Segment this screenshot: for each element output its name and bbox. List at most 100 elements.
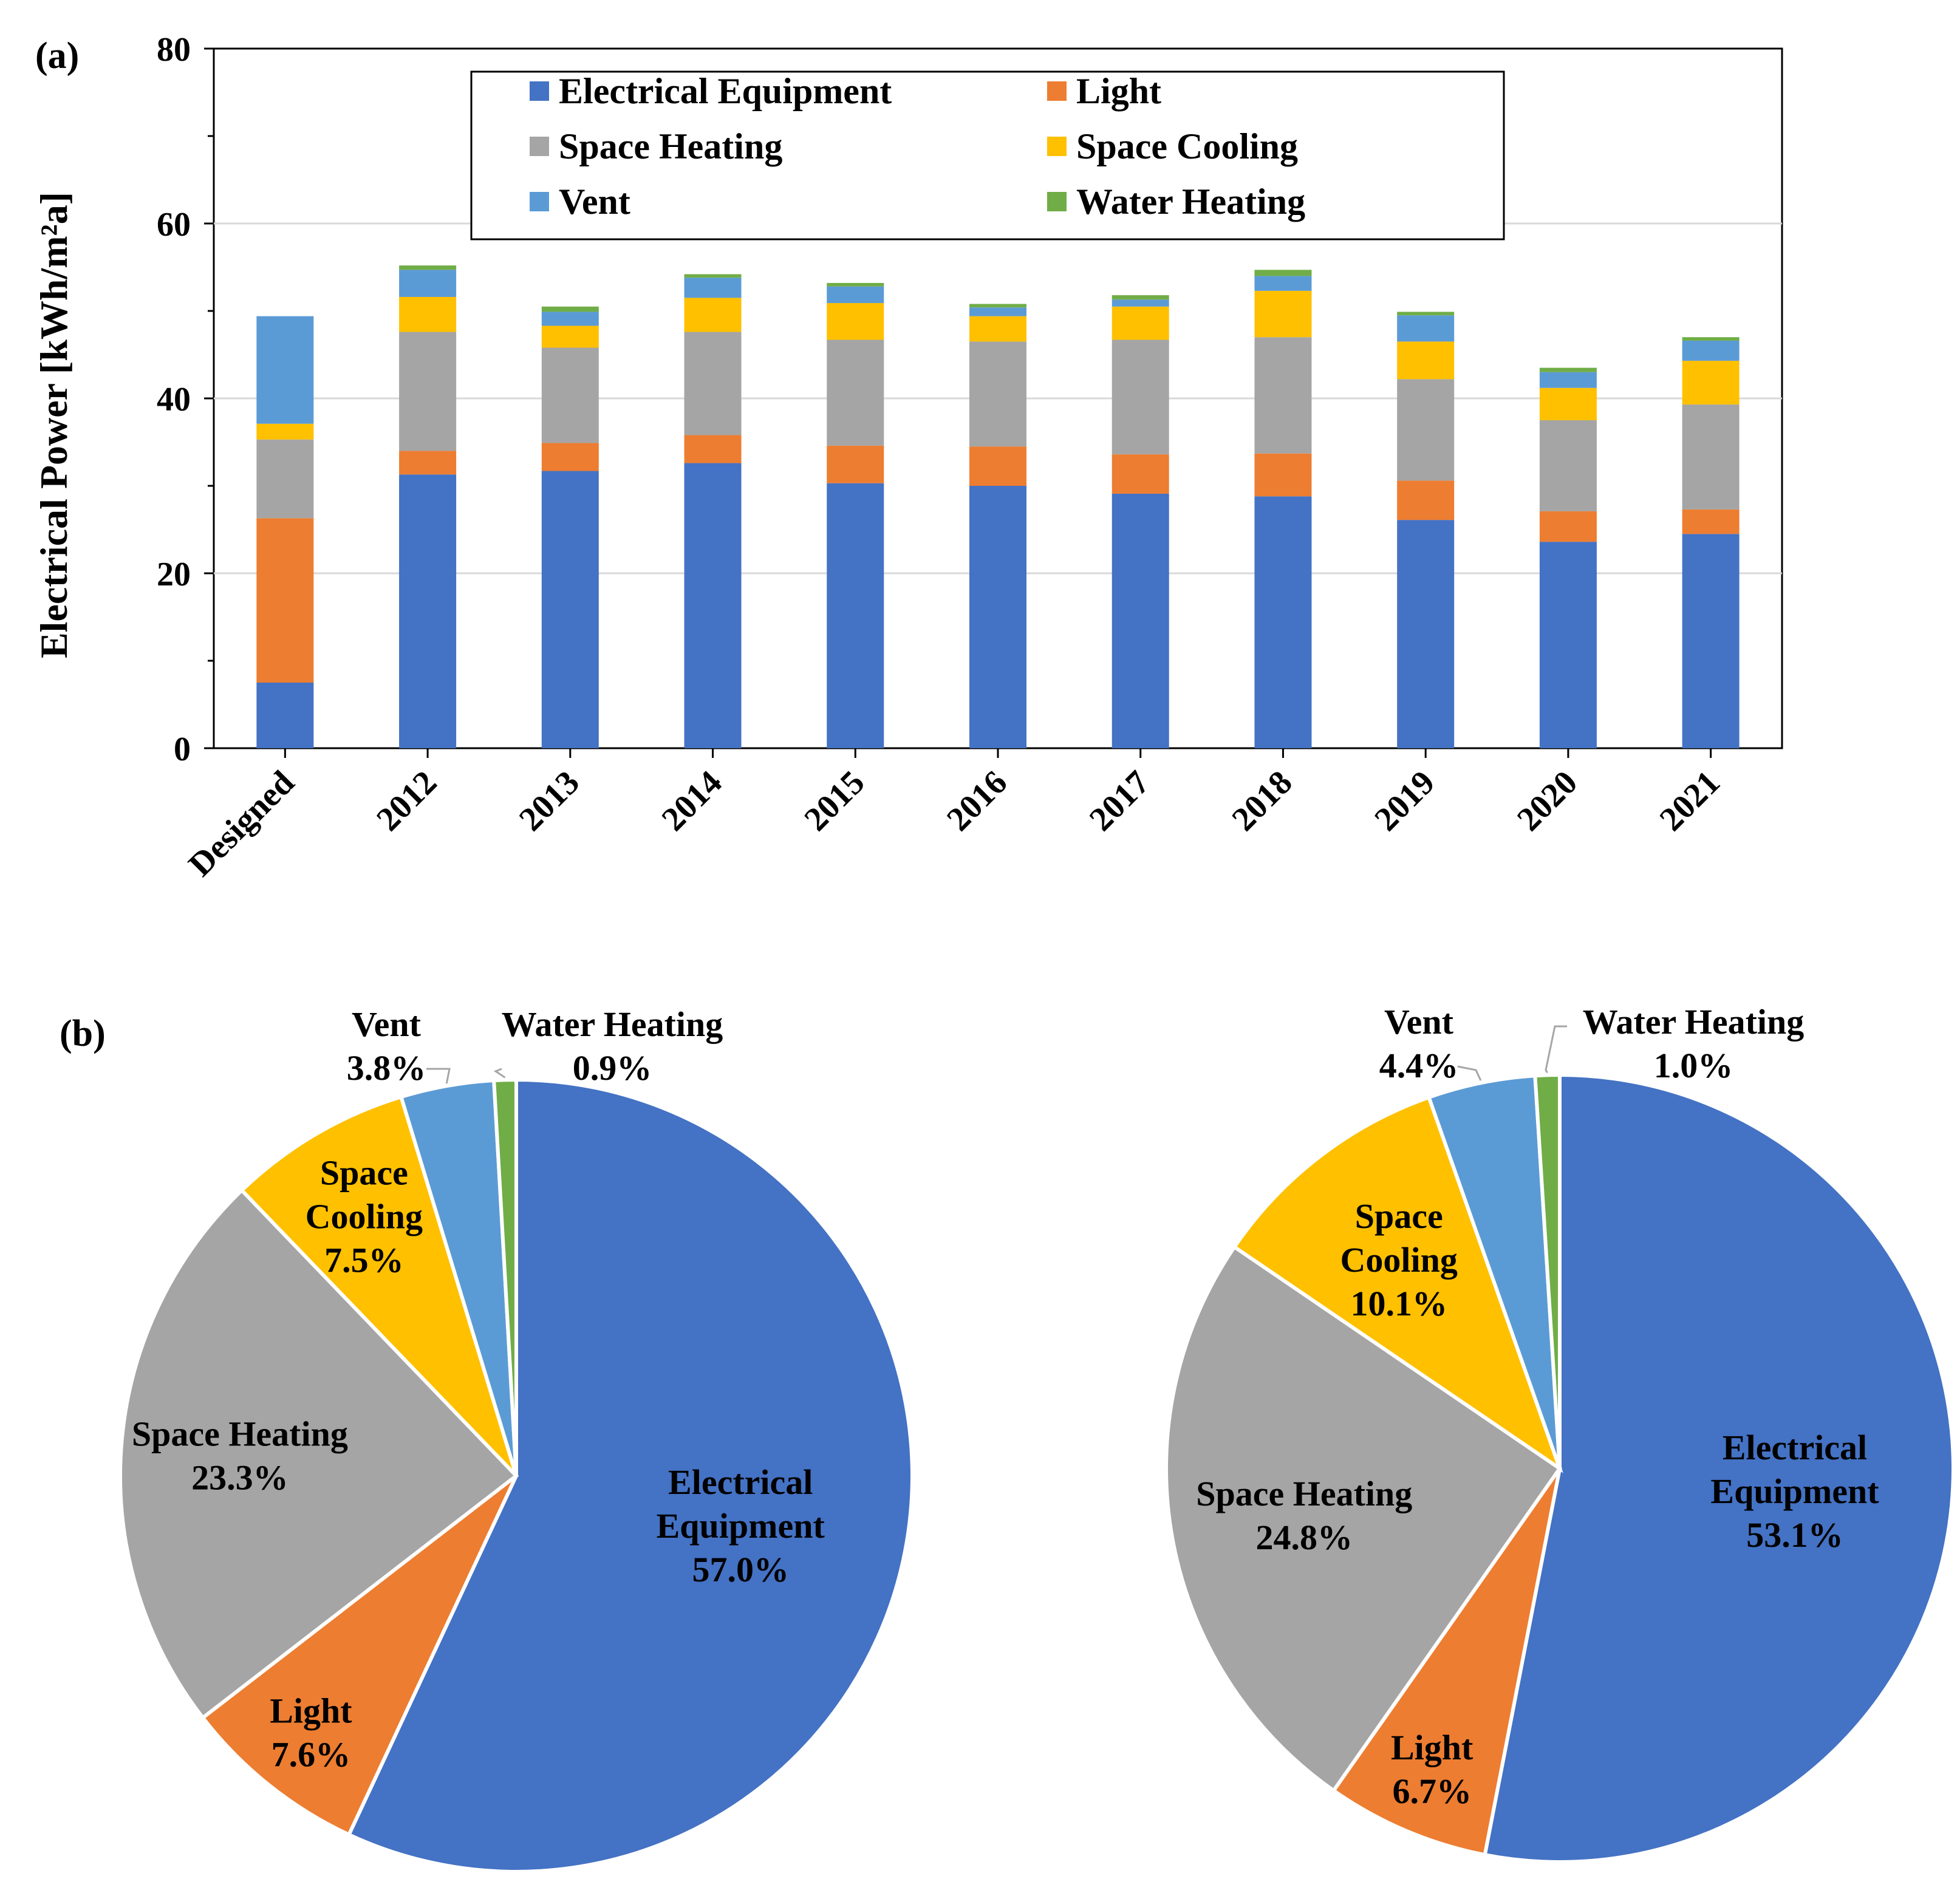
y-tick-label-80: 80 [157, 31, 191, 69]
bar-2018-space-cooling [1254, 290, 1312, 338]
y-tick-label-40: 40 [157, 381, 191, 418]
bar-2012-space-cooling [399, 296, 457, 332]
pie-leader-water-heating [493, 1068, 506, 1079]
pie-leader-vent [1457, 1065, 1482, 1081]
pie-slice-light [1331, 1467, 1562, 1857]
bar-2018-light [1254, 453, 1312, 497]
stacked-bar-chart: (a) 0 20 40 60 80 Designed 2012 2013 2014 2015 20… [32, 31, 1783, 884]
legend-box [470, 70, 1505, 240]
pie-label-vent-pct: 4.4% [1379, 1046, 1459, 1085]
bar-2019-light [1397, 480, 1455, 520]
x-tick-label-2013: 2013 [512, 763, 587, 838]
pie-label-space-cooling-pct: 10.1% [1350, 1284, 1447, 1323]
bar-2020-light [1539, 511, 1597, 542]
bar-2013-vent [541, 312, 599, 326]
legend-label-electrical-equipment: Electrical Equipment [559, 71, 892, 111]
bar-2016-space-heating [969, 341, 1026, 447]
bar-2018-vent [1254, 276, 1312, 291]
bar-2017-light [1111, 454, 1169, 494]
bar-2020-space-cooling [1539, 387, 1597, 420]
x-tick-label-2019: 2019 [1367, 763, 1442, 838]
bar-2013-space-heating [541, 347, 599, 443]
legend-label-light: Light [1076, 71, 1161, 111]
bar-2017-vent [1111, 299, 1169, 307]
x-tick-label-2014: 2014 [655, 763, 729, 838]
pie-label-space-heating-name: Space Heating [1196, 1474, 1412, 1513]
x-tick-label-2016: 2016 [940, 763, 1014, 838]
panel-label-a: (a) [35, 35, 79, 77]
bar-2018-electrical-equipment [1254, 496, 1312, 748]
y-tick-label-20: 20 [157, 556, 191, 593]
bar-2021-electrical-equipment [1682, 534, 1740, 748]
legend-label-space-cooling: Space Cooling [1076, 126, 1298, 166]
x-tick-label-2020: 2020 [1510, 763, 1585, 838]
pie-slice-electrical-equipment [346, 1077, 914, 1874]
bar-2021-water-heating [1682, 337, 1740, 341]
legend-swatch-water-heating [1047, 192, 1067, 211]
pie-slice-water-heating [1533, 1072, 1562, 1469]
pie-slice-space-heating [118, 1187, 519, 1720]
bar-2017-space-cooling [1111, 306, 1169, 340]
y-tick-label-0: 0 [174, 731, 191, 768]
bar-2020-space-heating [1539, 420, 1597, 511]
pie-label-light-pct: 6.7% [1392, 1772, 1472, 1811]
bar-2013-light [541, 443, 599, 471]
bar-2012-space-heating [399, 332, 457, 451]
bar-2019-electrical-equipment [1397, 520, 1455, 748]
pie-slice-water-heating [492, 1077, 518, 1476]
bar-2015-water-heating [827, 282, 884, 287]
bar-2017-electrical-equipment [1111, 493, 1169, 748]
bar-2017-space-heating [1111, 339, 1169, 455]
bar-2016-water-heating [969, 304, 1026, 308]
y-axis-ticks: 0 20 40 60 80 [157, 31, 214, 768]
pie-label-space-heating-pct: 24.8% [1256, 1518, 1353, 1557]
bar-2012-water-heating [399, 265, 457, 270]
bar-2019-water-heating [1397, 312, 1455, 316]
bar-2019-space-cooling [1397, 341, 1455, 380]
pie-label-space-cooling-pct: 7.5% [324, 1241, 404, 1280]
pie-label-light-name: Light [270, 1691, 352, 1731]
pie-label-space-cooling-name: Cooling [306, 1197, 423, 1236]
pie-slice-space-heating [1164, 1244, 1563, 1793]
pie-label-space-heating-name: Space Heating [132, 1414, 348, 1453]
pie-label-electrical-equipment-name: Electrical [1723, 1428, 1867, 1467]
bar-2014-light [684, 435, 742, 463]
bar-2015-vent [827, 286, 884, 304]
legend-swatch-vent [530, 192, 549, 211]
legend-swatch-electrical-equipment [530, 81, 549, 101]
bars [256, 265, 1740, 748]
bar-2012-electrical-equipment [399, 474, 457, 748]
x-tick-label-2017: 2017 [1082, 763, 1157, 838]
bar-2016-electrical-equipment [969, 486, 1026, 748]
pie-label-space-cooling-name: Space [320, 1153, 408, 1193]
bar-designed-space-heating [256, 439, 314, 519]
bar-2014-water-heating [684, 274, 742, 278]
bar-designed-light [256, 518, 314, 683]
bar-2021-vent [1682, 340, 1740, 361]
pie-slice-light [200, 1474, 518, 1837]
pie-leader-water-heating [1545, 1025, 1567, 1074]
legend-label-space-heating: Space Heating [559, 126, 782, 166]
legend: Electrical Equipment Light Space Heating Sp… [470, 70, 1505, 240]
bar-2021-space-heating [1682, 404, 1740, 510]
pie-label-light-name: Light [1391, 1728, 1473, 1767]
pie-charts: (b) ElectricalEquipment57.0%Light7.6%Spa… [60, 1002, 1956, 1874]
legend-swatch-space-heating [530, 137, 549, 156]
bar-2020-electrical-equipment [1539, 542, 1597, 748]
pie-label-light-pct: 7.6% [271, 1735, 351, 1775]
pie-label-water-heating-pct: 0.9% [573, 1048, 652, 1088]
bar-2014-vent [684, 278, 742, 298]
pie-label-vent-pct: 3.8% [347, 1048, 426, 1088]
pie-label-electrical-equipment-pct: 53.1% [1746, 1515, 1843, 1555]
bar-designed-vent [256, 316, 314, 424]
legend-label-water-heating: Water Heating [1076, 182, 1305, 222]
bar-2016-space-cooling [969, 316, 1026, 342]
x-tick-label-2021: 2021 [1653, 763, 1727, 838]
x-tick-label-2018: 2018 [1225, 763, 1300, 838]
pie-label-electrical-equipment-name: Equipment [1710, 1471, 1879, 1511]
bar-2014-electrical-equipment [684, 463, 742, 748]
panel-label-b: (b) [60, 1013, 106, 1054]
bar-2017-water-heating [1111, 295, 1169, 300]
